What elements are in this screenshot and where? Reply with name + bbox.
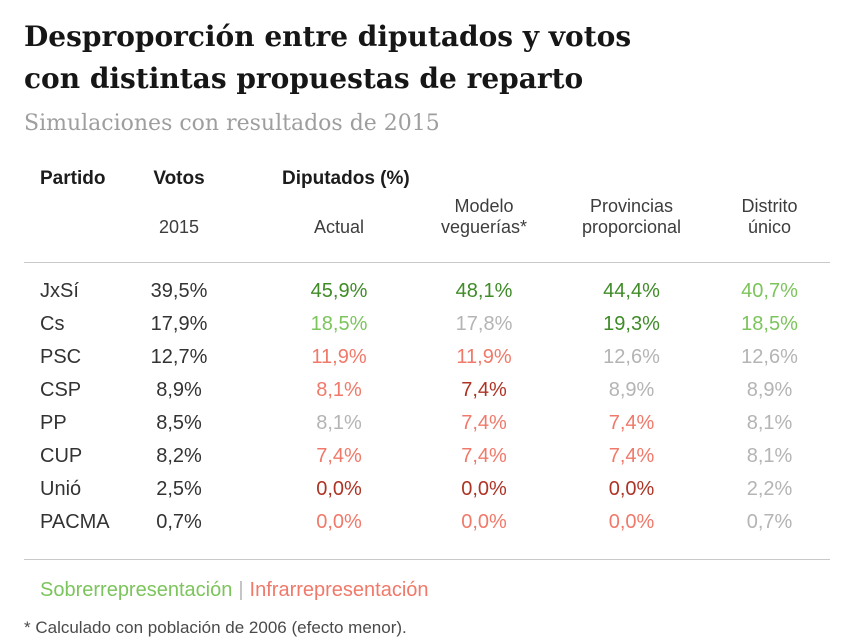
- value-veguerias: 0,0%: [461, 478, 507, 500]
- table-header-row-1: Partido Votos Diputados (%): [24, 166, 830, 192]
- col-header-votos: Votos: [153, 168, 205, 189]
- party-name: CUP: [40, 445, 83, 467]
- legend-underrepresentation: Infrarrepresentación: [249, 579, 429, 601]
- col-header-diputados: Diputados (%): [282, 168, 410, 189]
- table-body: JxSí 39,5% 45,9% 48,1% 44,4% 40,7% Cs 17…: [24, 275, 830, 539]
- votes-value: 12,7%: [150, 346, 208, 368]
- value-provincias: 19,3%: [603, 313, 660, 335]
- value-distrito: 8,1%: [746, 412, 793, 434]
- value-veguerias: 17,8%: [455, 313, 513, 335]
- value-distrito: 0,7%: [746, 511, 793, 533]
- value-actual: 8,1%: [316, 379, 362, 401]
- value-veguerias: 7,4%: [461, 412, 507, 434]
- value-actual: 7,4%: [316, 445, 362, 467]
- col-subheader-distrito: Distrito único: [741, 196, 798, 237]
- value-provincias: 44,4%: [603, 280, 660, 302]
- col-header-partido: Partido: [40, 168, 106, 189]
- table-row: CSP 8,9% 8,1% 7,4% 8,9% 8,9%: [24, 374, 830, 407]
- legend-overrepresentation: Sobrerrepresentación: [40, 579, 233, 601]
- value-distrito: 12,6%: [741, 346, 798, 368]
- table-row: PSC 12,7% 11,9% 11,9% 12,6% 12,6%: [24, 341, 830, 374]
- value-actual: 45,9%: [310, 280, 368, 302]
- value-veguerias: 7,4%: [461, 379, 507, 401]
- value-actual: 0,0%: [316, 511, 362, 533]
- value-veguerias: 0,0%: [461, 511, 507, 533]
- title-line-2: con distintas propuestas de reparto: [24, 62, 584, 95]
- votes-value: 0,7%: [156, 511, 202, 533]
- col-subheader-provincias: Provincias proporcional: [581, 196, 682, 237]
- party-name: Cs: [40, 313, 65, 335]
- party-name: PACMA: [40, 511, 110, 533]
- value-provincias: 12,6%: [603, 346, 660, 368]
- votes-value: 8,2%: [156, 445, 202, 467]
- party-name: PSC: [40, 346, 82, 368]
- value-actual: 18,5%: [310, 313, 368, 335]
- footnote: * Calculado con población de 2006 (efect…: [24, 618, 407, 637]
- party-name: JxSí: [40, 280, 79, 302]
- value-veguerias: 11,9%: [456, 346, 512, 368]
- party-name: PP: [40, 412, 67, 434]
- value-distrito: 8,9%: [746, 379, 793, 401]
- divider-bottom: [24, 559, 830, 560]
- value-actual: 11,9%: [311, 346, 367, 368]
- col-subheader-veguerias: Modelo veguerías*: [440, 196, 528, 237]
- title-line-1: Desproporción entre diputados y votos: [24, 20, 632, 53]
- col-subheader-2015: 2015: [158, 217, 200, 237]
- legend-separator: |: [238, 579, 244, 601]
- legend: Sobrerrepresentación | Infrarrepresentació…: [24, 578, 830, 602]
- value-distrito: 40,7%: [741, 280, 798, 302]
- votes-value: 17,9%: [150, 313, 208, 335]
- table-row: CUP 8,2% 7,4% 7,4% 7,4% 8,1%: [24, 440, 830, 473]
- table-row: Unió 2,5% 0,0% 0,0% 0,0% 2,2%: [24, 473, 830, 506]
- votes-value: 2,5%: [156, 478, 202, 500]
- subtitle: Simulaciones con resultados de 2015: [24, 111, 440, 136]
- table-row: PP 8,5% 8,1% 7,4% 7,4% 8,1%: [24, 407, 830, 440]
- party-name: Unió: [40, 478, 82, 500]
- value-provincias: 0,0%: [608, 478, 655, 500]
- votes-value: 39,5%: [150, 280, 208, 302]
- value-distrito: 2,2%: [746, 478, 793, 500]
- party-name: CSP: [40, 379, 82, 401]
- value-distrito: 18,5%: [741, 313, 798, 335]
- value-distrito: 8,1%: [746, 445, 793, 467]
- divider-top: [24, 262, 830, 263]
- value-veguerias: 7,4%: [461, 445, 507, 467]
- value-provincias: 7,4%: [608, 445, 655, 467]
- value-actual: 8,1%: [316, 412, 362, 434]
- table-row: JxSí 39,5% 45,9% 48,1% 44,4% 40,7%: [24, 275, 830, 308]
- votes-value: 8,5%: [156, 412, 202, 434]
- table-row: PACMA 0,7% 0,0% 0,0% 0,0% 0,7%: [24, 506, 830, 539]
- table-row: Cs 17,9% 18,5% 17,8% 19,3% 18,5%: [24, 308, 830, 341]
- table-header-row-2: 2015 Actual Modelo veguerías* Provincias…: [24, 192, 830, 246]
- value-provincias: 8,9%: [608, 379, 655, 401]
- value-veguerias: 48,1%: [455, 280, 513, 302]
- value-actual: 0,0%: [316, 478, 362, 500]
- votes-value: 8,9%: [156, 379, 202, 401]
- value-provincias: 0,0%: [608, 511, 655, 533]
- page-title: Desproporción entre diputados y votos co…: [24, 16, 830, 100]
- col-subheader-actual: Actual: [313, 217, 365, 237]
- value-provincias: 7,4%: [608, 412, 655, 434]
